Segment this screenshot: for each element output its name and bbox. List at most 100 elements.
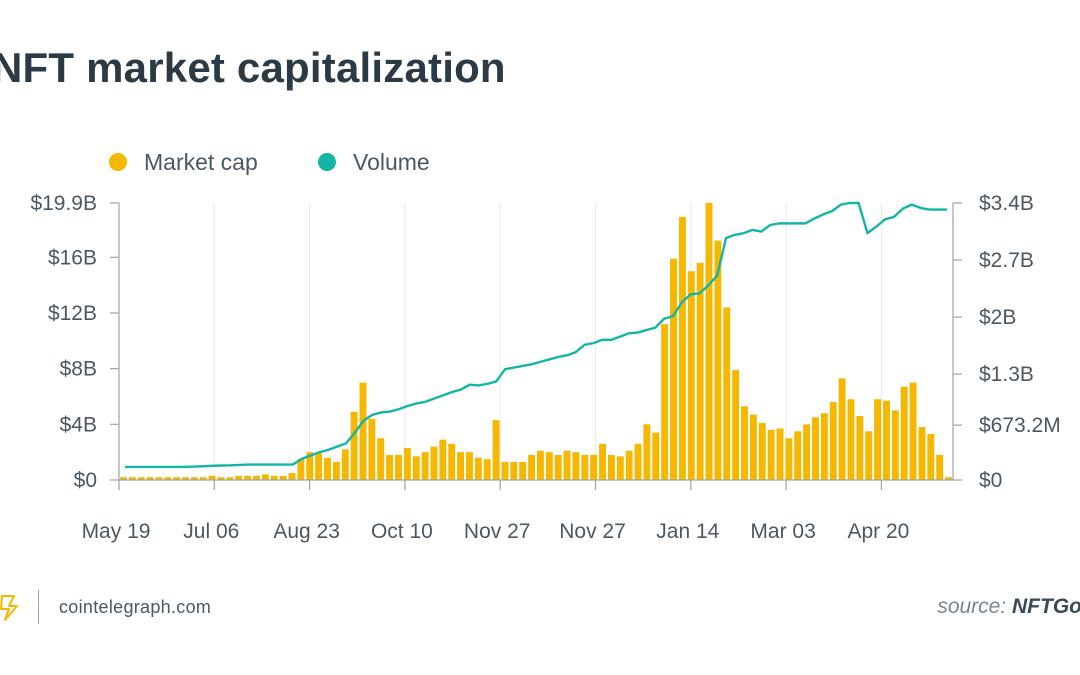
market-cap-bar (217, 477, 225, 480)
market-cap-bar (705, 203, 713, 480)
market-cap-bar (563, 450, 571, 480)
x-tick-label-7: Mar 03 (750, 520, 815, 543)
market-cap-bar (590, 454, 598, 480)
cointelegraph-logo-icon (0, 595, 18, 621)
market-cap-bar (599, 443, 606, 480)
y-left-tick-label-5: $19.9B (30, 192, 97, 215)
market-cap-bar (164, 477, 172, 480)
volume-line (125, 201, 947, 469)
market-cap-bar (714, 240, 722, 480)
y-right-tick-label-0: $0 (979, 469, 1002, 492)
market-cap-bar (235, 475, 243, 480)
footer-divider (38, 590, 39, 624)
y-left-tick-label-3: $12B (48, 302, 97, 325)
market-cap-bar (643, 424, 651, 480)
market-cap-bar (528, 454, 536, 480)
market-cap-bar (545, 452, 553, 480)
market-cap-bar (173, 477, 181, 480)
market-cap-bar (820, 413, 828, 480)
market-cap-bar (652, 432, 660, 480)
y-right-tick-label-3: $2B (979, 306, 1016, 329)
volume-line-layer (125, 201, 947, 469)
x-tick-label-2: Aug 23 (273, 520, 340, 543)
market-cap-bar (661, 324, 669, 480)
market-cap-bar (510, 461, 518, 480)
market-cap-bar (403, 447, 411, 480)
market-cap-bar (927, 434, 935, 480)
x-tick-label-1: Jul 06 (183, 520, 239, 543)
market-cap-bar (137, 477, 145, 480)
market-cap-bar (350, 411, 358, 480)
chart-title: NFT market capitalization (0, 44, 506, 91)
x-tick-label-6: Jan 14 (656, 520, 719, 543)
market-cap-bar (208, 475, 216, 480)
market-cap-bar (421, 452, 429, 480)
source-name[interactable]: NFTGo (1012, 595, 1080, 618)
market-cap-bar (687, 271, 695, 480)
market-cap-bar (226, 477, 234, 480)
market-cap-bar (581, 454, 589, 480)
market-cap-bar (865, 431, 873, 480)
market-cap-bar (306, 452, 314, 480)
market-cap-bar (767, 429, 775, 480)
market-cap-bar (670, 258, 677, 480)
market-cap-bar (536, 450, 544, 480)
market-cap-bar (155, 477, 163, 480)
market-cap-bar (261, 474, 269, 480)
market-cap-bar (776, 428, 784, 480)
tick-labels: May 19 Jul 06 Aug 23 Oct 10 Nov 27 Nov 27 Jan … (30, 192, 1060, 543)
market-cap-bar (297, 459, 305, 480)
market-cap-bar (341, 449, 349, 480)
market-cap-bar (891, 410, 899, 480)
market-cap-bar (448, 443, 456, 480)
market-cap-bar (874, 399, 882, 480)
market-cap-bar (439, 439, 447, 480)
market-cap-bar (128, 477, 136, 480)
market-cap-bar (572, 452, 580, 480)
market-cap-bar (457, 452, 465, 480)
market-cap-bar (741, 406, 748, 480)
market-cap-bar (430, 446, 438, 480)
market-cap-bar (616, 456, 624, 480)
market-cap-bar (386, 454, 394, 480)
market-cap-bar (474, 457, 482, 480)
y-left-tick-label-2: $8B (60, 358, 97, 381)
x-tick-label-5: Nov 27 (559, 520, 626, 543)
x-tick-label-8: Apr 20 (847, 520, 909, 543)
legend-marker-1 (318, 153, 336, 171)
market-cap-bar (279, 475, 287, 480)
source-credit: source: NFTGo (937, 595, 1080, 619)
market-cap-bar (758, 422, 766, 480)
market-cap-bar (918, 427, 926, 480)
x-tick-label-4: Nov 27 (464, 520, 531, 543)
market-cap-bar (936, 454, 944, 480)
x-tick-label-0: May 19 (82, 520, 151, 543)
y-right-tick-label-5: $3.4B (979, 192, 1034, 215)
market-cap-bar (945, 477, 953, 480)
market-cap-bar (696, 262, 704, 480)
market-cap-bar (625, 450, 633, 480)
y-left-tick-label-1: $4B (60, 413, 97, 436)
market-cap-bar (732, 370, 740, 480)
market-cap-bar (519, 461, 527, 480)
market-cap-bar (554, 454, 562, 480)
brand-text[interactable]: cointelegraph.com (59, 596, 212, 617)
market-cap-bar (909, 382, 917, 480)
y-right-tick-label-1: $673.2M (979, 414, 1061, 437)
legend-label-1: Volume (353, 149, 430, 175)
market-cap-bar (794, 431, 802, 480)
market-cap-bars (119, 203, 953, 481)
market-cap-bar (253, 475, 260, 480)
market-cap-bar (483, 459, 491, 480)
x-tick-label-3: Oct 10 (371, 520, 433, 543)
market-cap-bar (270, 475, 278, 480)
market-cap-bar (412, 456, 420, 480)
source-prefix: source: (937, 595, 1013, 618)
legend-marker-0 (109, 153, 127, 171)
market-cap-bar (324, 457, 331, 480)
legend: Market cap Volume (109, 149, 430, 175)
market-cap-bar (359, 382, 367, 480)
market-cap-bar (199, 477, 207, 480)
market-cap-bar (190, 477, 198, 480)
